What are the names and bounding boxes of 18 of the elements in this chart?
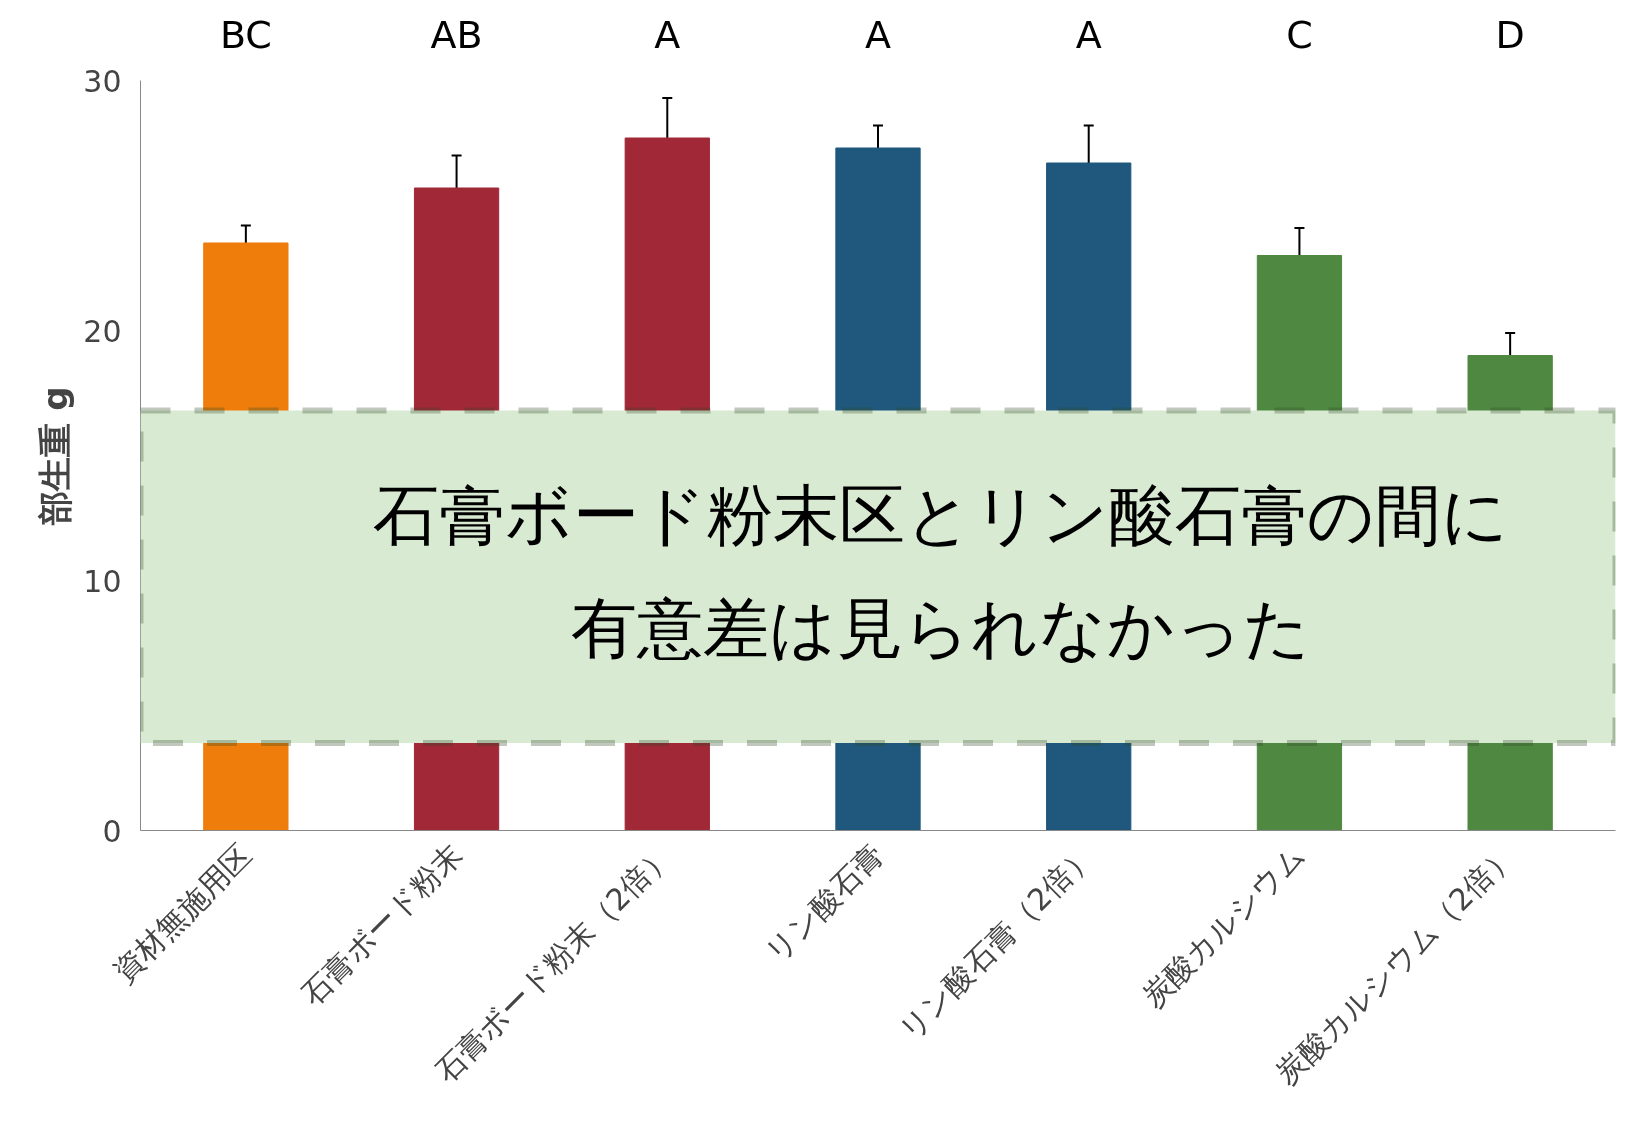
- text: A: [865, 12, 891, 57]
- text: D: [1495, 12, 1525, 57]
- text: BC: [219, 12, 272, 57]
- text: A: [654, 12, 681, 57]
- x-tick-label: 石膏ボード粉末: [294, 837, 469, 1012]
- x-tick-label: リン酸石膏: [758, 837, 891, 970]
- y-tick-label: 20: [83, 313, 122, 349]
- x-tick-label: 炭酸カルシウム: [1135, 837, 1312, 1014]
- text: A: [1075, 12, 1102, 57]
- y-axis-title: 部生重 g: [35, 386, 76, 526]
- text: C: [1286, 12, 1313, 57]
- text: AB: [430, 12, 483, 57]
- x-tick-label: リン酸石膏（2倍）: [891, 837, 1102, 1047]
- annotation: 有意差は見られなかった: [571, 589, 1312, 667]
- y-tick-label: 30: [83, 63, 122, 99]
- y-tick-label: 10: [83, 563, 122, 599]
- annotation: 石膏ボード粉末区とリン酸石膏の間に: [373, 477, 1510, 554]
- y-tick-label: 0: [102, 813, 122, 849]
